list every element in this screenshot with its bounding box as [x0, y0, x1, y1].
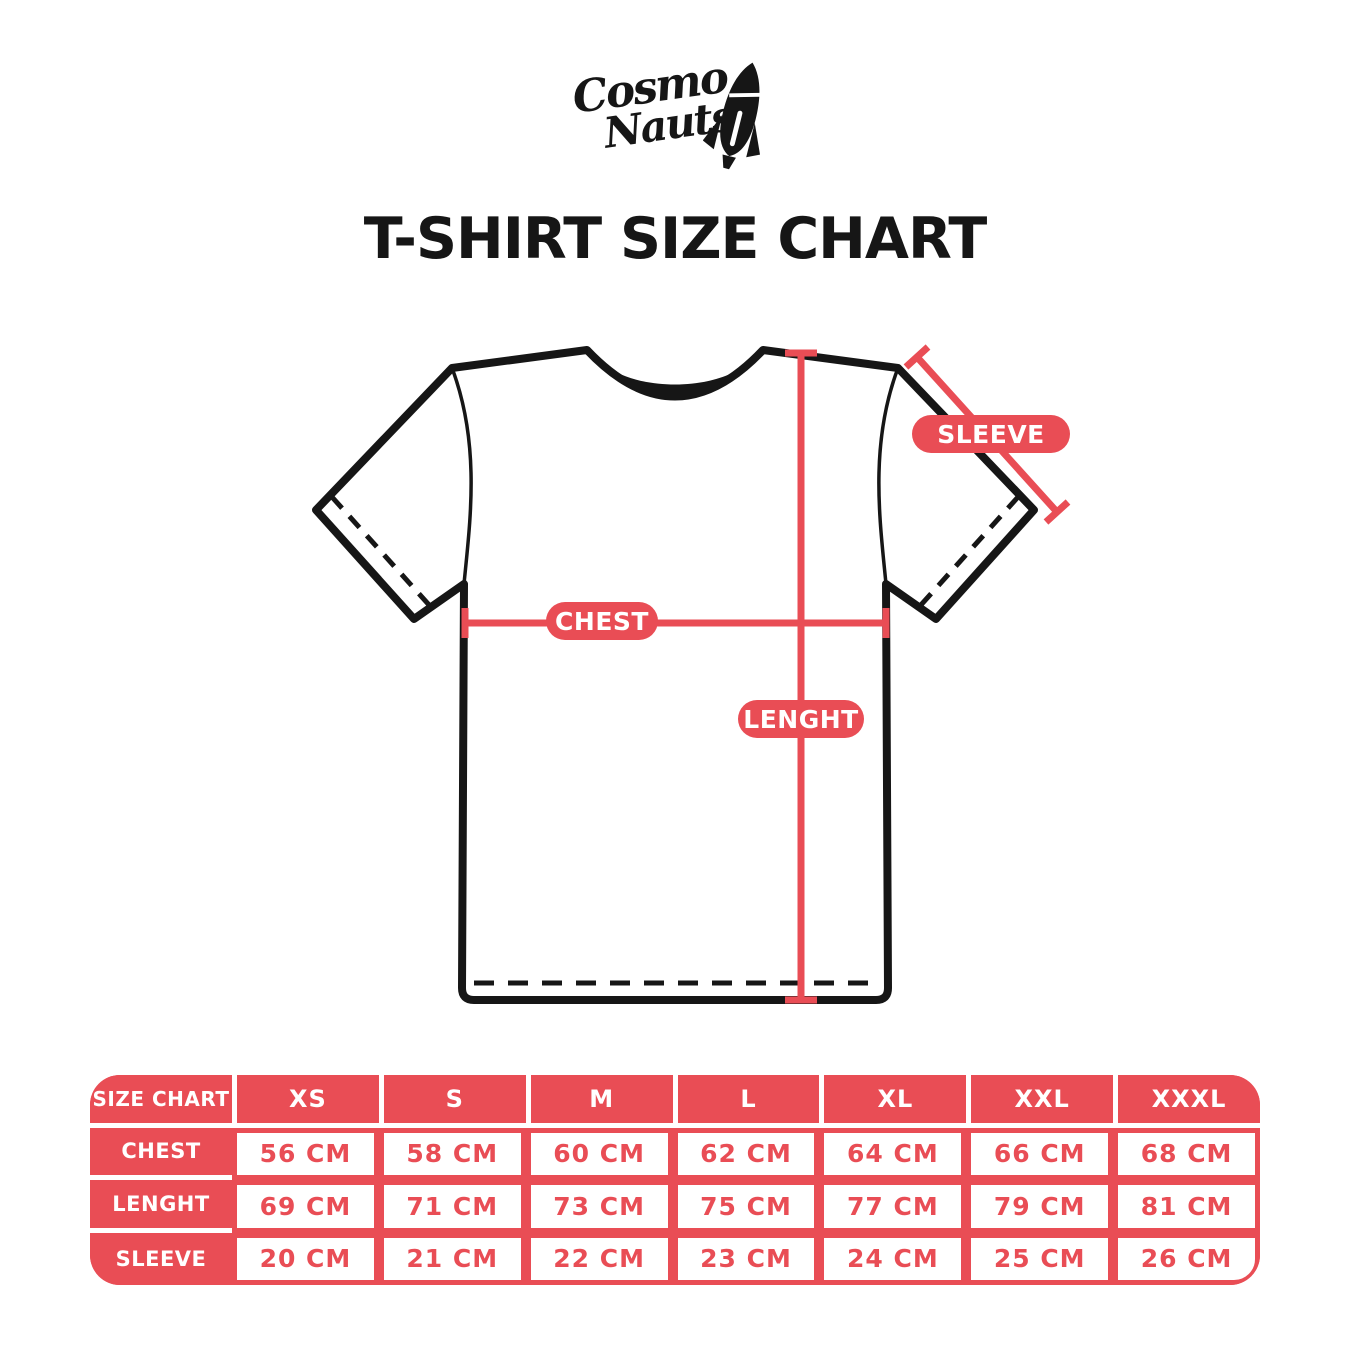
- left-armhole-seam: [450, 367, 473, 585]
- brand-logo: Cosmo Nauts: [569, 52, 795, 178]
- chest-measure-badge: CHEST: [546, 602, 658, 640]
- sleeve-measure-tick-bottom: [1043, 499, 1071, 525]
- table-col-header-xs: XS: [232, 1075, 379, 1128]
- table-cell-length-xl: 77 CM: [819, 1180, 967, 1233]
- table-cell-sleeve-xs: 20 CM: [232, 1232, 379, 1285]
- table-col-header-s: S: [378, 1075, 526, 1128]
- table-cell-sleeve-s: 21 CM: [378, 1232, 526, 1285]
- table-cell-length-s: 71 CM: [378, 1180, 526, 1233]
- table-row-label-sleeve: SLEEVE: [90, 1232, 232, 1285]
- sleeve-measure-badge: SLEEVE: [912, 415, 1070, 453]
- table-cell-sleeve-xxxl: 26 CM: [1113, 1232, 1260, 1285]
- table-col-header-xxxl: XXXL: [1113, 1075, 1260, 1128]
- table-cell-sleeve-m: 22 CM: [525, 1232, 673, 1285]
- table-cell-chest-s: 58 CM: [378, 1127, 526, 1180]
- size-table: SIZE CHART XS S M L XL XXL XXXL CHEST 56…: [90, 1075, 1260, 1285]
- right-armhole-seam: [877, 367, 900, 585]
- table-cell-length-xxl: 79 CM: [966, 1180, 1114, 1233]
- table-cell-sleeve-l: 23 CM: [672, 1232, 820, 1285]
- table-col-header-m: M: [525, 1075, 673, 1128]
- table-row-label-chest: CHEST: [90, 1127, 232, 1180]
- table-cell-length-l: 75 CM: [672, 1180, 820, 1233]
- table-corner-header: SIZE CHART: [90, 1075, 232, 1128]
- table-cell-chest-m: 60 CM: [525, 1127, 673, 1180]
- table-cell-chest-xxl: 66 CM: [966, 1127, 1114, 1180]
- table-cell-length-xxxl: 81 CM: [1113, 1180, 1260, 1233]
- table-cell-sleeve-xxl: 25 CM: [966, 1232, 1114, 1285]
- table-cell-chest-xxxl: 68 CM: [1113, 1127, 1260, 1180]
- sleeve-measure-tick-top: [903, 344, 931, 370]
- table-col-header-xl: XL: [819, 1075, 967, 1128]
- page-title: T-SHIRT SIZE CHART: [363, 206, 987, 272]
- length-measure-badge: LENGHT: [738, 700, 864, 738]
- table-cell-length-m: 73 CM: [525, 1180, 673, 1233]
- table-cell-sleeve-xl: 24 CM: [819, 1232, 967, 1285]
- collar-crescent: [601, 362, 749, 397]
- table-cell-length-xs: 69 CM: [232, 1180, 379, 1233]
- table-col-header-l: L: [672, 1075, 820, 1128]
- table-cell-chest-l: 62 CM: [672, 1127, 820, 1180]
- table-row-label-length: LENGHT: [90, 1180, 232, 1233]
- table-col-header-xxl: XXL: [966, 1075, 1114, 1128]
- rocket-icon: [703, 62, 761, 170]
- table-cell-chest-xs: 56 CM: [232, 1127, 379, 1180]
- table-cell-chest-xl: 64 CM: [819, 1127, 967, 1180]
